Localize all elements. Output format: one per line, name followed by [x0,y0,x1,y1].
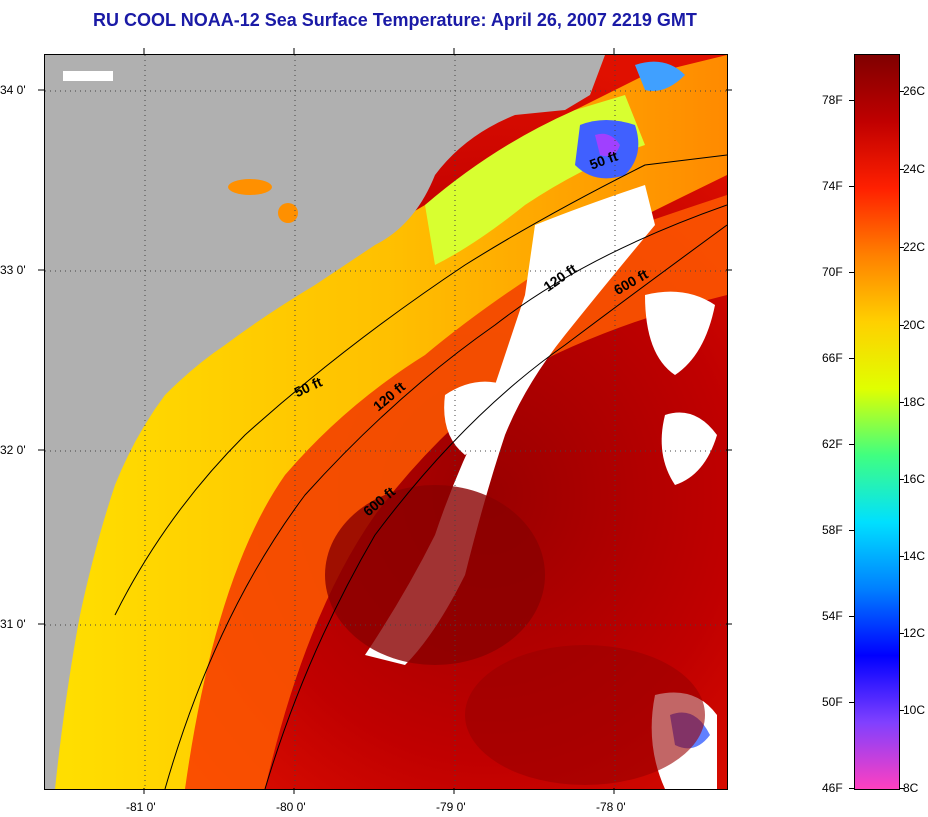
colorbar-tick-f-7 [849,702,854,703]
sst-image [45,55,727,789]
colorbar-label-f-8: 46F [822,781,843,795]
colorbar-label-c-7: 12C [903,626,926,640]
lon-label-81: -81 0' [126,800,156,814]
lat-label-31: 31 0' [0,617,26,631]
lat-label-32: 32 0' [0,443,26,457]
colorbar-tick-c-6 [899,556,904,557]
colorbar-label-c-2: 22C [903,240,926,254]
colorbar-tick-c-0 [899,91,904,92]
colorbar-label-c-8: 10C [903,703,926,717]
colorbar-label-f-7: 50F [822,695,843,709]
colorbar-tick-f-5 [849,530,854,531]
colorbar-label-c-9: 8C [903,781,919,795]
colorbar-tick-c-5 [899,479,904,480]
colorbar-label-f-1: 74F [822,179,843,193]
colorbar-label-c-4: 18C [903,395,926,409]
colorbar-label-f-5: 58F [822,523,843,537]
colorbar-tick-f-1 [849,186,854,187]
lat-label-34: 34 0' [0,83,26,97]
colorbar-tick-f-8 [849,788,854,789]
colorbar-tick-c-3 [899,325,904,326]
colorbar-tick-c-9 [899,788,904,789]
lon-label-79: -79 0' [436,800,466,814]
colorbar-tick-f-3 [849,358,854,359]
colorbar-tick-c-4 [899,402,904,403]
colorbar-label-f-0: 78F [822,93,843,107]
colorbar-tick-c-1 [899,169,904,170]
colorbar-label-f-4: 62F [822,437,843,451]
colorbar-tick-f-2 [849,272,854,273]
colorbar-tick-f-0 [849,100,854,101]
colorbar-label-c-5: 16C [903,472,926,486]
lat-label-33: 33 0' [0,263,26,277]
colorbar [854,54,900,790]
sst-map: 50 ft 120 ft 600 ft 50 ft 120 ft 600 ft [44,54,728,790]
colorbar-tick-c-8 [899,710,904,711]
colorbar-label-c-1: 24C [903,162,926,176]
colorbar-label-c-0: 26C [903,84,926,98]
colorbar-tick-f-6 [849,616,854,617]
colorbar-tick-c-7 [899,633,904,634]
colorbar-tick-c-2 [899,247,904,248]
colorbar-tick-f-4 [849,444,854,445]
colorbar-label-f-6: 54F [822,609,843,623]
colorbar-label-f-2: 70F [822,265,843,279]
colorbar-label-c-6: 14C [903,549,926,563]
lon-label-78: -78 0' [596,800,626,814]
colorbar-label-c-3: 20C [903,318,926,332]
lon-label-80: -80 0' [276,800,306,814]
colorbar-label-f-3: 66F [822,351,843,365]
chart-title: RU COOL NOAA-12 Sea Surface Temperature:… [93,10,697,30]
